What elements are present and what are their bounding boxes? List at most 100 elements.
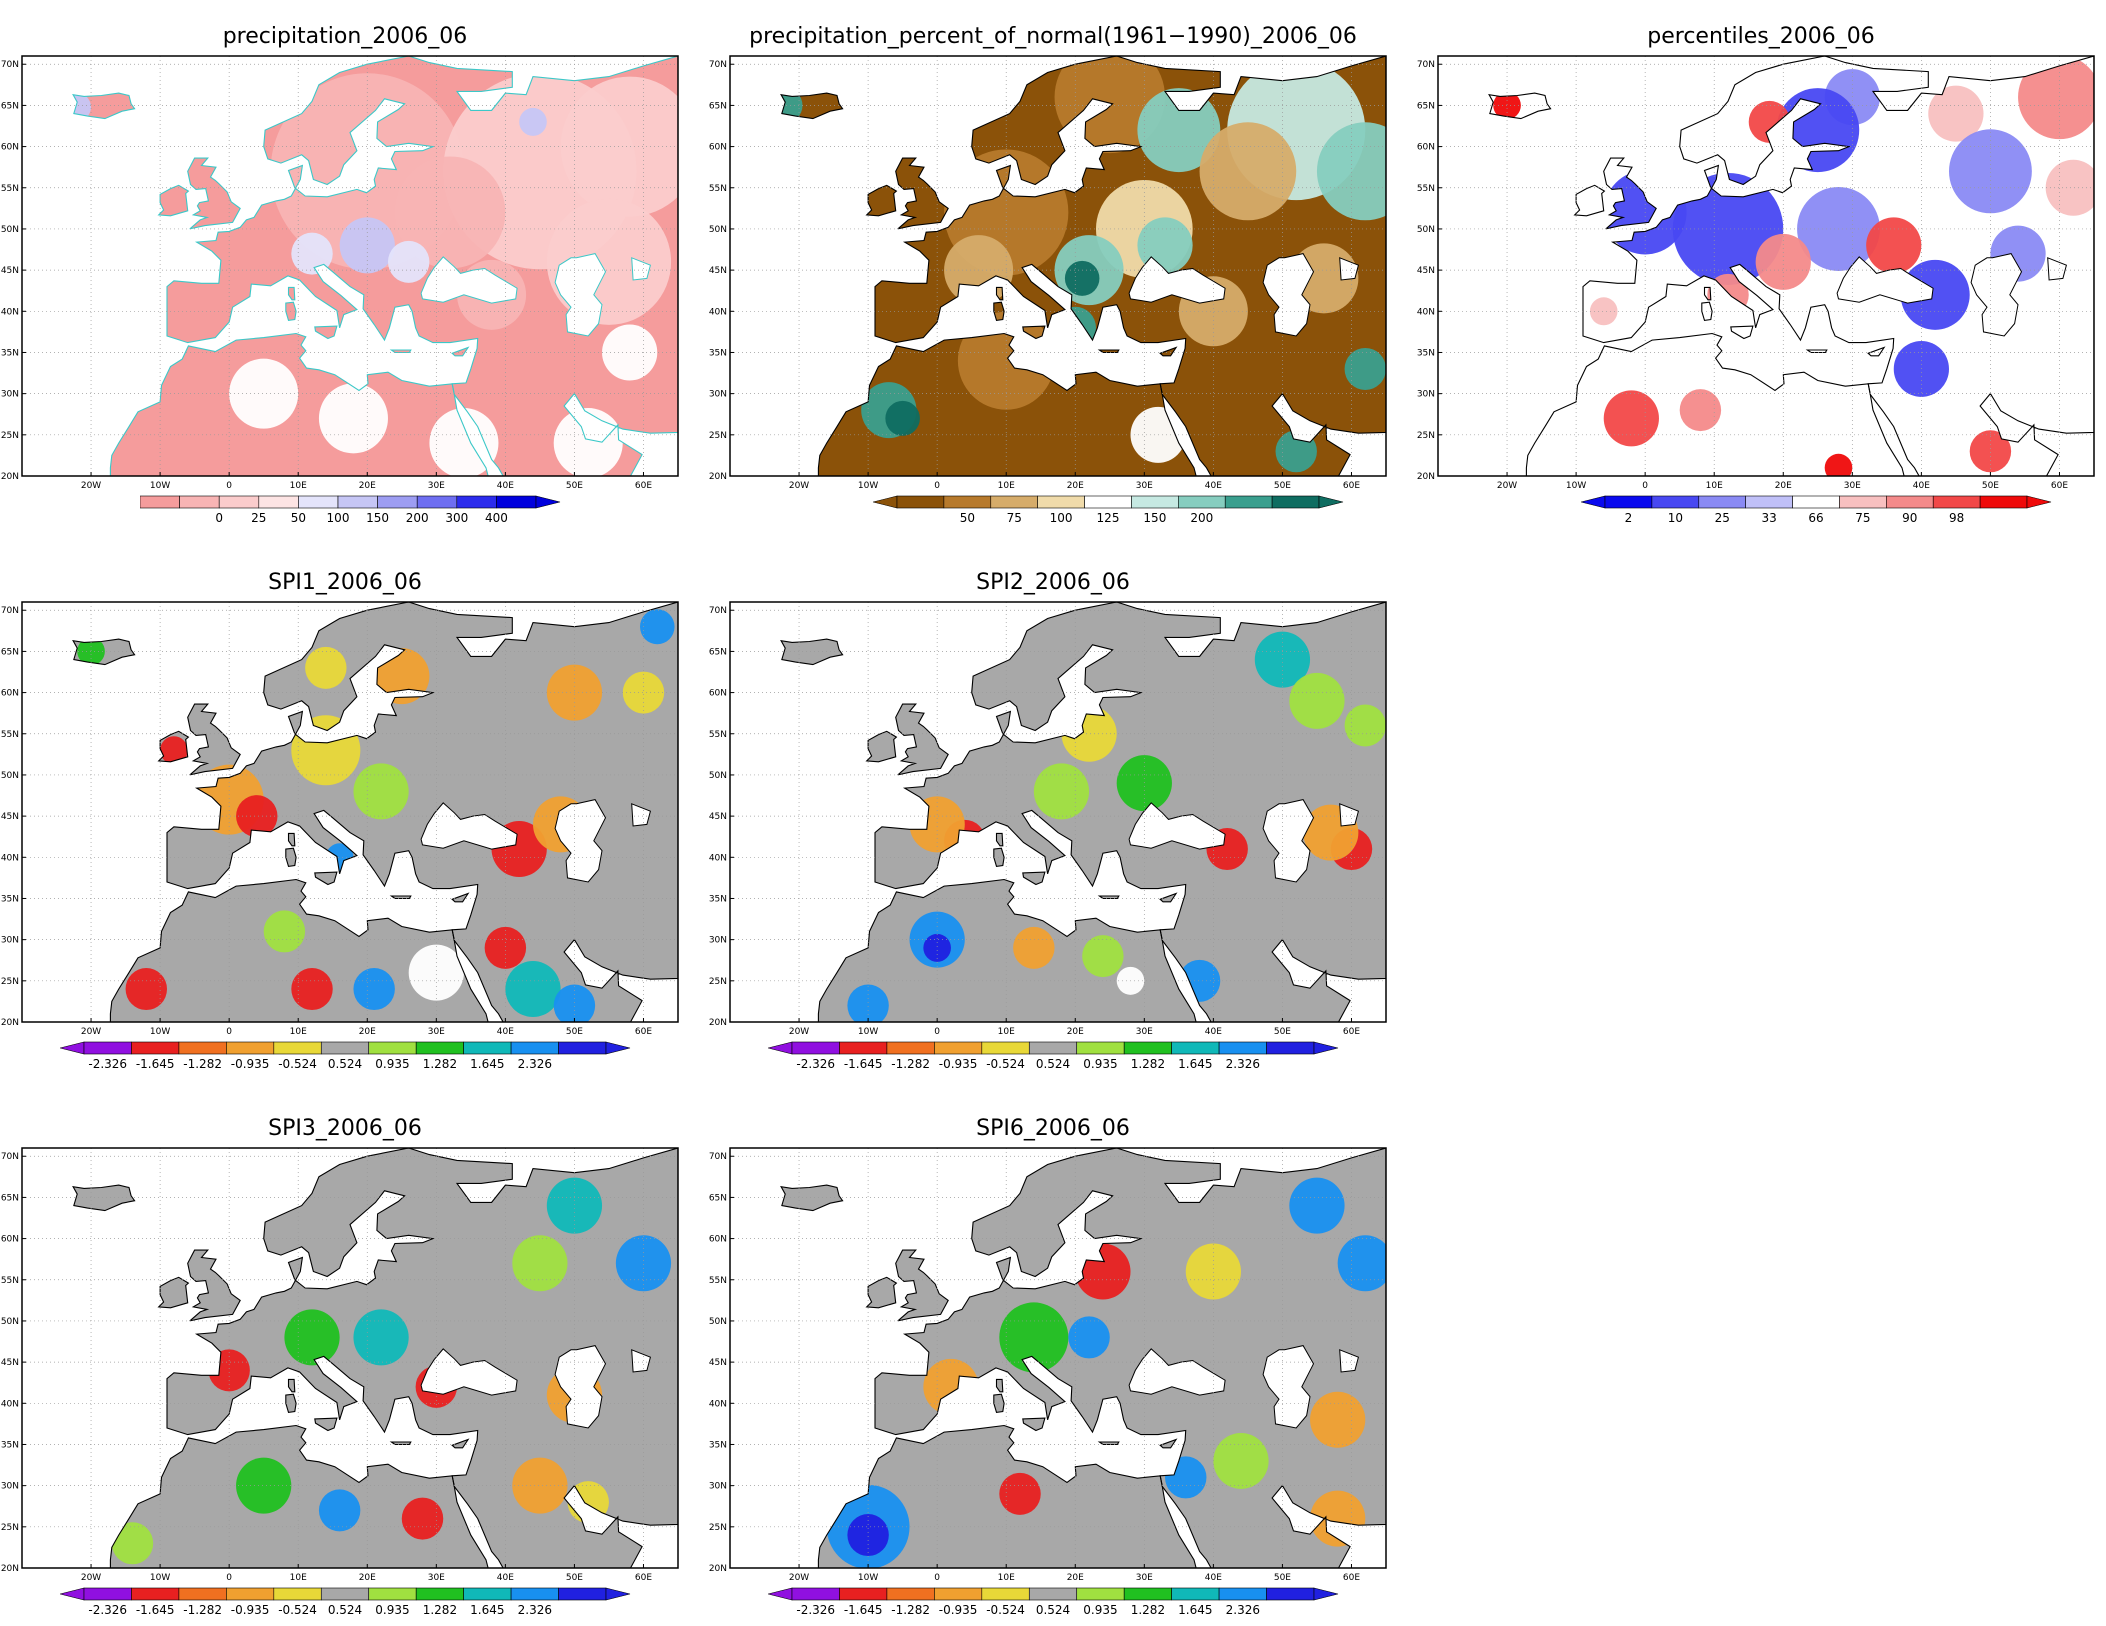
legend-tick-label: 1.282 xyxy=(1131,1603,1165,1617)
lat-tick-label: 55N xyxy=(709,184,727,194)
coastline xyxy=(389,1441,412,1446)
legend-tick-label: -0.524 xyxy=(986,1057,1025,1071)
map-panel-spi1: SPI1_2006_06 20N 25N 30N 35N 40N 45N 50N 55N 60N… xyxy=(0,570,690,1071)
lon-tick-label: 20W xyxy=(789,1027,809,1037)
legend-tick-label: 2.326 xyxy=(1226,1603,1260,1617)
value-region xyxy=(1289,1177,1345,1234)
value-region xyxy=(1310,1391,1366,1448)
lon-tick-label: 0 xyxy=(226,1573,232,1583)
legend-arrow-low xyxy=(873,495,898,509)
land-gb xyxy=(895,1250,949,1321)
water-aral xyxy=(2047,257,2067,281)
land-crete xyxy=(1099,1442,1119,1445)
legend-swatch xyxy=(1604,495,1653,509)
lon-tick-label: 50E xyxy=(566,1573,583,1583)
lon-tick-label: 60E xyxy=(635,1027,652,1037)
legend-swatch xyxy=(1839,495,1887,509)
legend-tick-label: 2 xyxy=(1625,511,1633,525)
value-region xyxy=(408,944,464,1001)
value-region xyxy=(512,1235,568,1292)
legend-swatch xyxy=(178,1587,227,1601)
coastline xyxy=(1805,349,1828,354)
value-region xyxy=(1064,260,1100,296)
lat-tick-label: 70N xyxy=(709,606,727,616)
map-frame xyxy=(1437,55,2095,477)
lon-tick-label: 40E xyxy=(1205,1027,1222,1037)
land-cyprus xyxy=(1160,347,1177,356)
value-region xyxy=(1900,259,1970,330)
lat-tick-label: 60N xyxy=(709,1235,727,1245)
legend-tick-label: 75 xyxy=(1007,511,1022,525)
value-region xyxy=(512,1457,568,1514)
coastline xyxy=(1159,1438,1178,1449)
legend-swatch xyxy=(496,495,537,509)
lon-tick-label: 30E xyxy=(428,1573,445,1583)
legend-tick-label: 0.524 xyxy=(1036,1057,1070,1071)
legend-tick-label: -2.326 xyxy=(88,1603,127,1617)
coastline xyxy=(187,157,241,230)
coastline xyxy=(157,730,190,763)
value-region xyxy=(1033,763,1090,820)
legend-tick-label: 150 xyxy=(1143,511,1166,525)
map-panel-spi6: SPI6_2006_06 20N 25N 30N 35N 40N 45N 50N 55N 60N… xyxy=(708,1116,1398,1617)
legend-swatch xyxy=(1792,495,1840,509)
coastline xyxy=(1603,157,1657,230)
value-region xyxy=(1337,1235,1386,1292)
value-region xyxy=(1755,233,1811,290)
lat-tick-label: 70N xyxy=(709,1152,727,1162)
lon-tick-label: 0 xyxy=(226,481,232,491)
land-ireland xyxy=(866,185,897,216)
coastline xyxy=(1573,184,1606,217)
panel-title: SPI3_2006_06 xyxy=(268,1116,422,1141)
lon-tick-label: 50E xyxy=(1274,481,1291,491)
coastline xyxy=(314,871,338,886)
legend-swatch xyxy=(1218,1587,1267,1601)
legend-swatch xyxy=(178,1041,227,1055)
water-caspian xyxy=(1970,253,2023,337)
land-sicily xyxy=(1022,872,1045,885)
lon-tick-label: 10W xyxy=(858,1573,878,1583)
panel-title: SPI1_2006_06 xyxy=(268,570,422,595)
map-panel-spi2: SPI2_2006_06 20N 25N 30N 35N 40N 45N 50N 55N 60N… xyxy=(708,570,1398,1071)
value-region xyxy=(640,609,675,645)
coastline xyxy=(874,1148,1386,1568)
coastline xyxy=(451,346,470,357)
lat-tick-label: 70N xyxy=(1,60,19,70)
land-sicily xyxy=(1022,1418,1045,1431)
lat-tick-label: 65N xyxy=(709,101,727,111)
legend-swatch xyxy=(1698,495,1746,509)
legend-swatch xyxy=(1979,495,2028,509)
legend-tick-label: 25 xyxy=(251,511,266,525)
legend-tick-label: -0.935 xyxy=(231,1603,270,1617)
legend-tick-label: -0.524 xyxy=(278,1603,317,1617)
lon-tick-label: 50E xyxy=(566,1027,583,1037)
map-canvas: 20N 25N 30N 35N 40N 45N 50N 55N 60N 65N 70N 20W 10W 0… xyxy=(1,601,679,1037)
map-canvas: 20N 25N 30N 35N 40N 45N 50N 55N 60N 65N 70N 20W 10W 0… xyxy=(1417,55,2095,491)
legend-swatch xyxy=(990,495,1038,509)
lat-tick-label: 35N xyxy=(709,1440,727,1450)
coastline xyxy=(1701,301,1713,322)
legend-swatch xyxy=(377,495,418,509)
water-caspian xyxy=(554,253,607,337)
land-cyprus xyxy=(452,1439,469,1448)
lat-tick-label: 25N xyxy=(709,1523,727,1533)
coastline xyxy=(451,892,470,903)
legend-swatch xyxy=(1084,495,1132,509)
value-region xyxy=(1289,672,1345,729)
value-region xyxy=(602,324,658,381)
lat-tick-label: 20N xyxy=(1,472,19,482)
value-region xyxy=(1344,347,1386,390)
map-frame xyxy=(729,601,1387,1023)
value-region xyxy=(1969,430,2012,473)
legend-tick-label: 200 xyxy=(1190,511,1213,525)
legend-tick-label: 1.282 xyxy=(1131,1057,1165,1071)
lon-tick-label: 20E xyxy=(1067,481,1084,491)
legend-swatch xyxy=(368,1041,417,1055)
coastline xyxy=(1022,325,1046,340)
lat-tick-label: 65N xyxy=(709,647,727,657)
land-africa xyxy=(110,333,489,476)
value-region xyxy=(353,763,409,820)
land-gb xyxy=(187,158,241,229)
land-eurasia xyxy=(875,602,1386,1022)
lat-tick-label: 40N xyxy=(709,1399,727,1409)
